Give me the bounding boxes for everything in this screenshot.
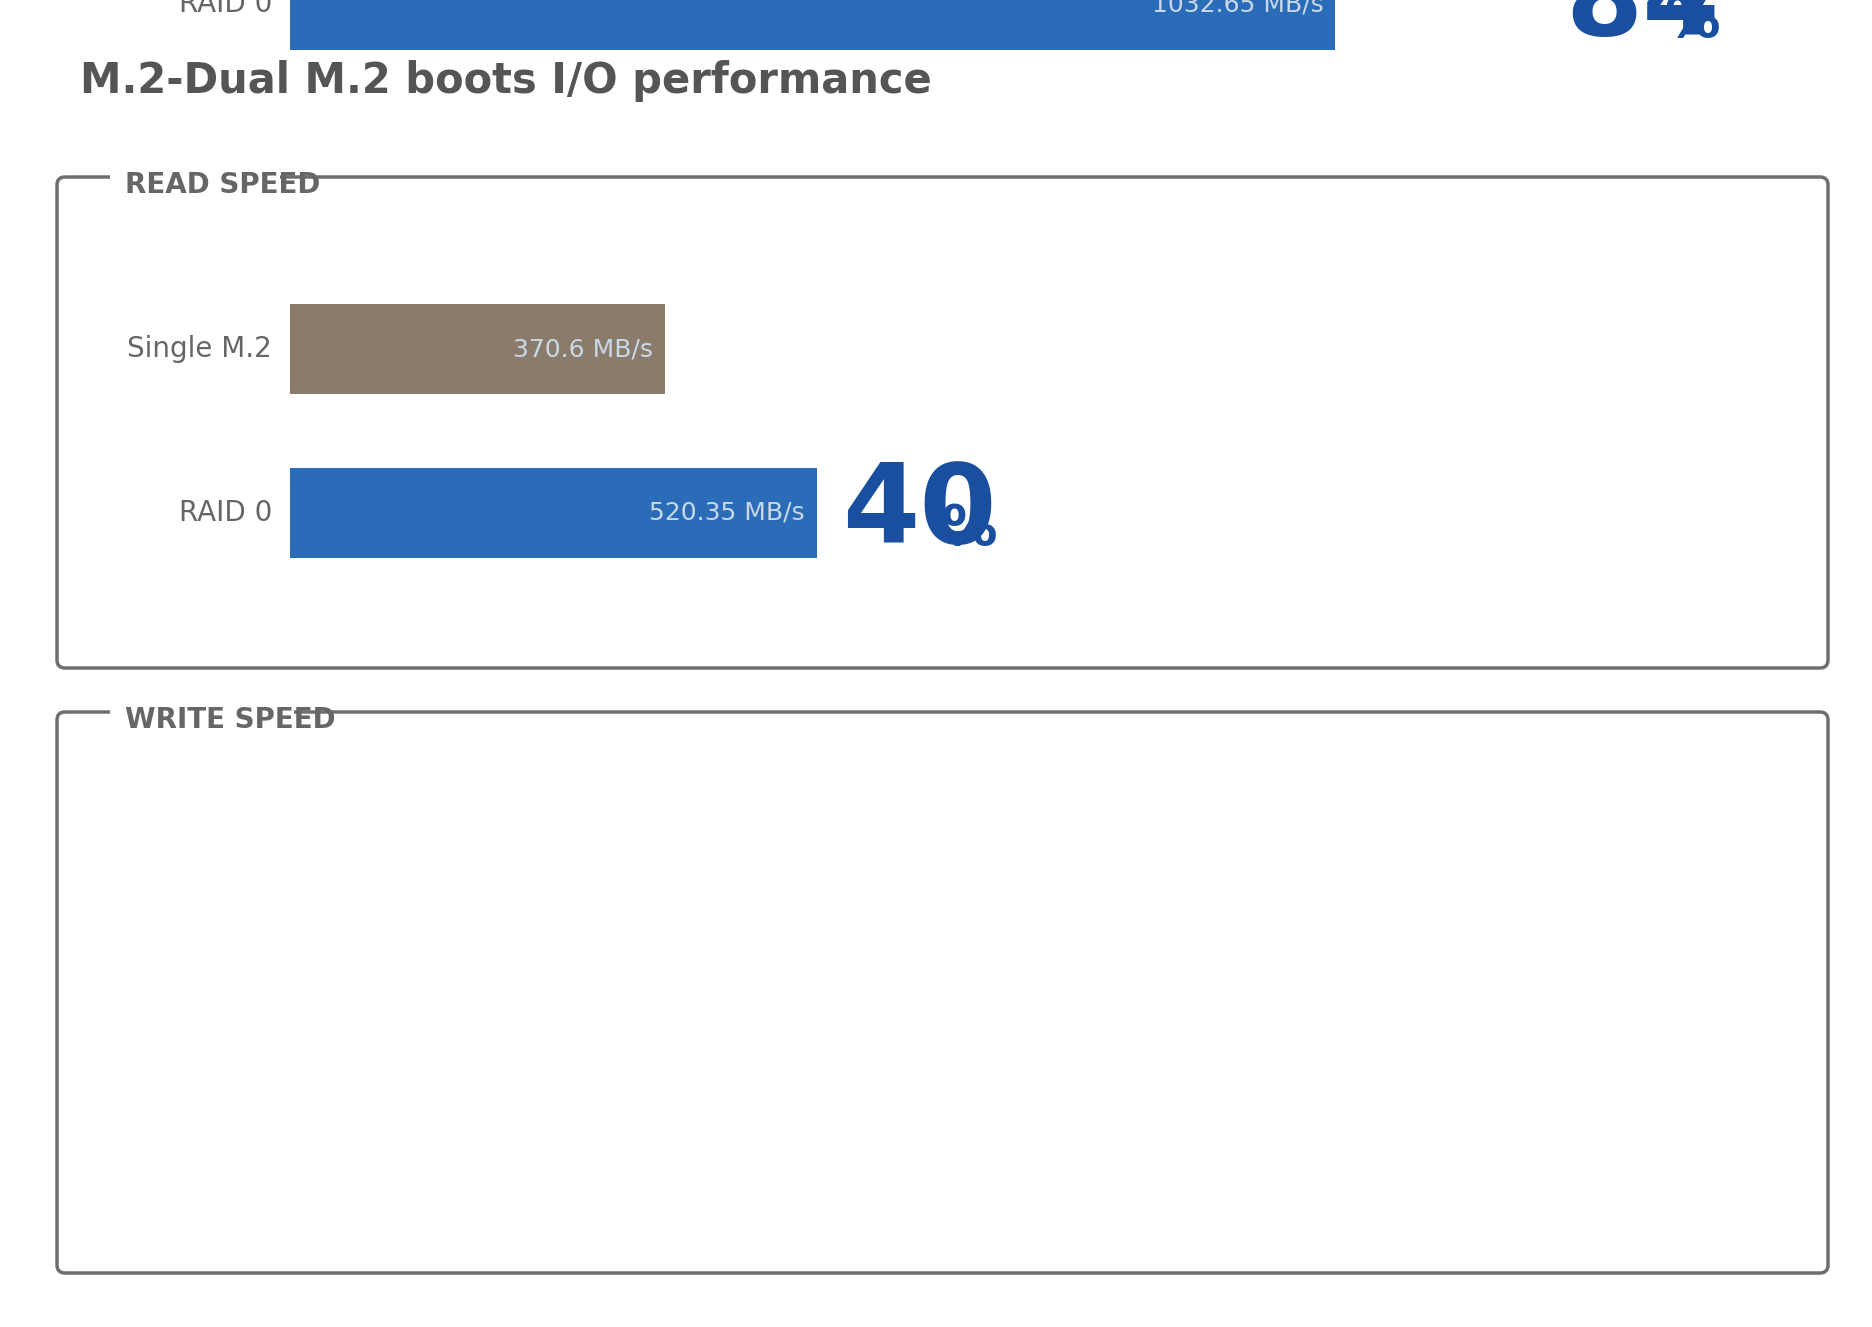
- Text: M.2-Dual M.2 boots I/O performance: M.2-Dual M.2 boots I/O performance: [80, 60, 932, 102]
- Text: WRITE SPEED: WRITE SPEED: [125, 706, 335, 734]
- Bar: [290, 304, 665, 394]
- Text: %: %: [942, 502, 996, 556]
- Text: Single M.2: Single M.2: [127, 336, 271, 364]
- Text: 520.35 MB/s: 520.35 MB/s: [650, 500, 805, 525]
- Bar: [290, 468, 816, 557]
- Text: READ SPEED: READ SPEED: [125, 171, 320, 199]
- Text: RAID 0: RAID 0: [178, 0, 271, 19]
- Text: 40: 40: [842, 459, 996, 567]
- Bar: [290, 0, 1335, 49]
- FancyBboxPatch shape: [56, 713, 1827, 1273]
- Bar: [110, 706, 294, 734]
- Text: 1032.65 MB/s: 1032.65 MB/s: [1151, 0, 1324, 16]
- Text: 84: 84: [1565, 0, 1720, 58]
- Text: 370.6 MB/s: 370.6 MB/s: [513, 337, 653, 361]
- Text: %: %: [1664, 0, 1720, 48]
- Text: RAID 0: RAID 0: [178, 499, 271, 527]
- Bar: [110, 171, 281, 199]
- FancyBboxPatch shape: [56, 176, 1827, 667]
